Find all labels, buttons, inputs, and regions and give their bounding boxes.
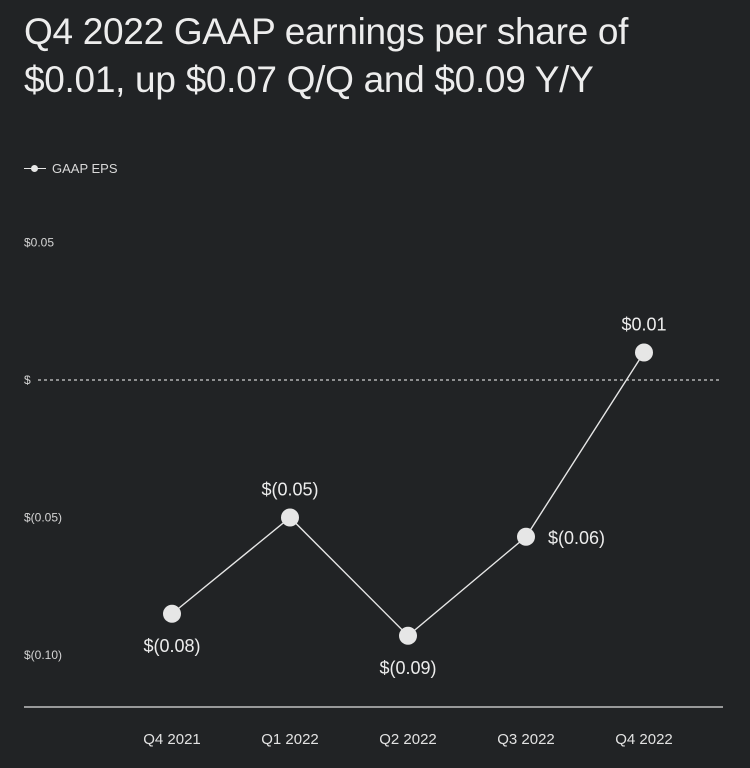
data-point — [517, 527, 535, 546]
x-tick-label: Q4 2021 — [143, 731, 201, 748]
y-tick-label: $ — [24, 373, 31, 387]
data-point — [635, 343, 653, 362]
y-tick-label: $(0.05) — [24, 511, 62, 525]
chart-title-line-1: Q4 2022 GAAP earnings per share of — [24, 11, 629, 52]
legend-label: GAAP EPS — [52, 160, 118, 176]
y-tick-label: $(0.10) — [24, 648, 62, 662]
series-line-gaap-eps — [171, 352, 645, 637]
data-label: $(0.08) — [143, 636, 200, 656]
data-point — [163, 604, 181, 623]
data-point — [281, 508, 299, 527]
x-tick-label: Q3 2022 — [497, 731, 555, 748]
data-label: $(0.05) — [261, 480, 318, 500]
data-label: $(0.09) — [379, 658, 436, 678]
legend-line-marker-icon — [24, 162, 46, 174]
x-tick-label: Q2 2022 — [379, 731, 437, 748]
legend: GAAP EPS — [24, 158, 118, 178]
data-label: $(0.06) — [548, 528, 605, 548]
chart-title-line-2: $0.01, up $0.07 Q/Q and $0.09 Y/Y — [24, 59, 594, 100]
y-tick-label: $0.05 — [24, 236, 54, 250]
chart-title: Q4 2022 GAAP earnings per share of $0.01… — [24, 8, 734, 104]
x-tick-label: Q1 2022 — [261, 731, 319, 748]
data-point — [399, 626, 417, 645]
data-label: $0.01 — [621, 315, 666, 335]
x-tick-label: Q4 2022 — [615, 731, 673, 748]
